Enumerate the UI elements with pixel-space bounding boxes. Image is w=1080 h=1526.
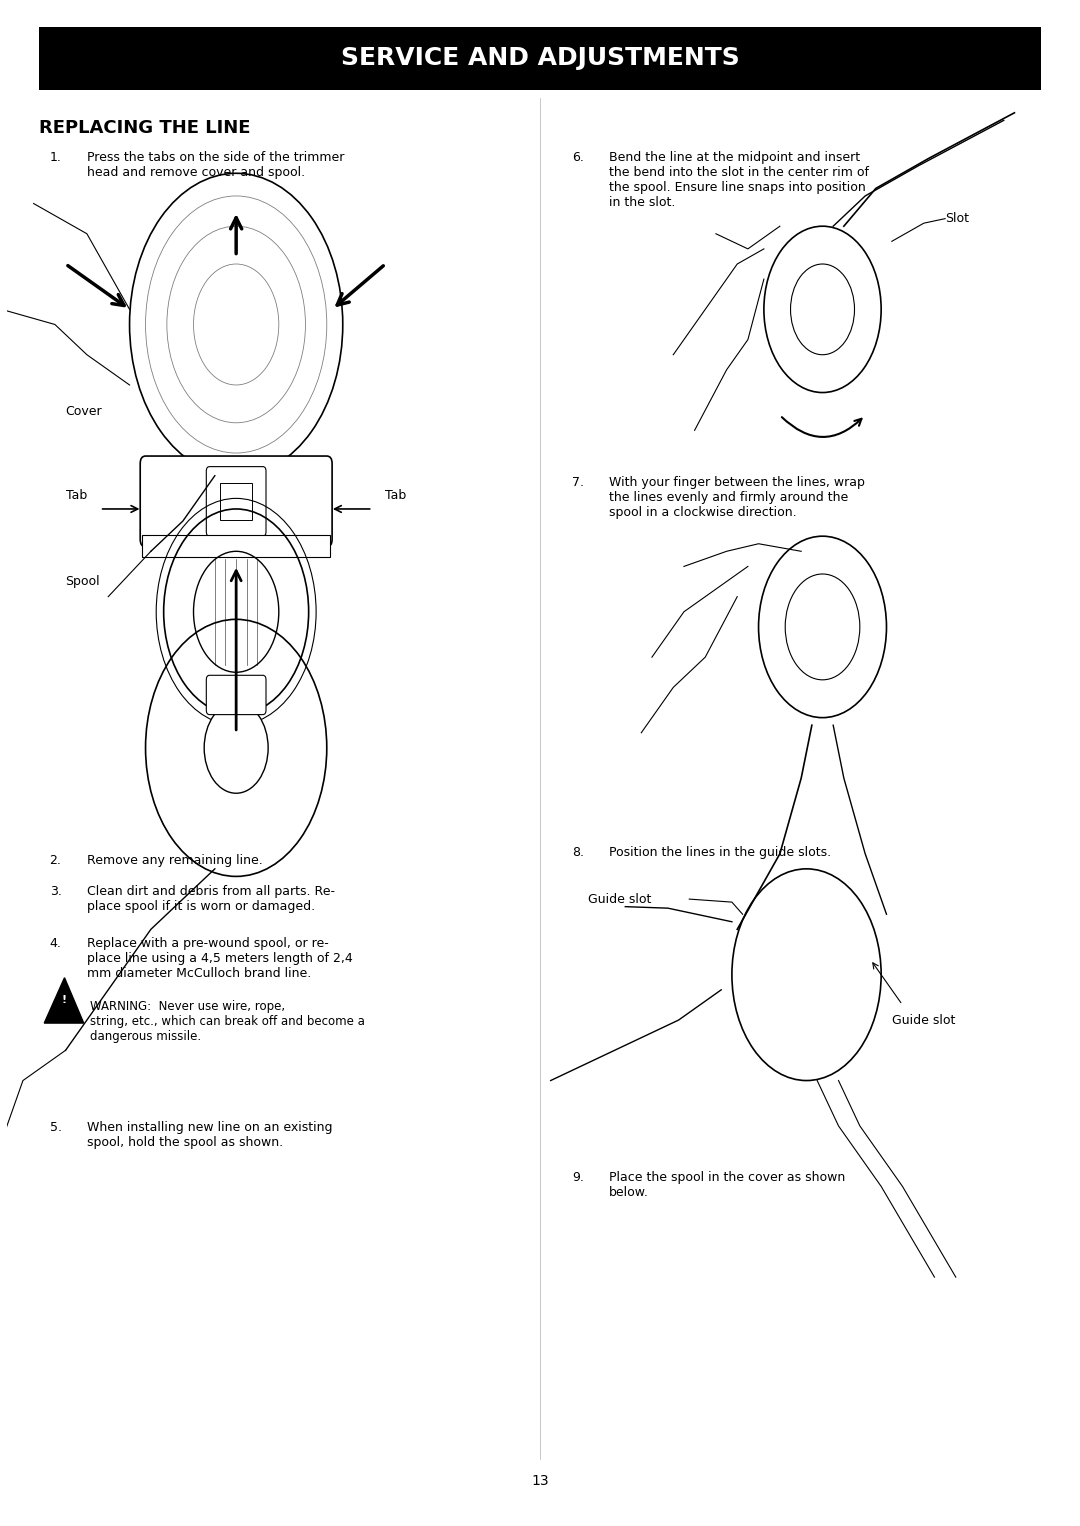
- Text: REPLACING THE LINE: REPLACING THE LINE: [39, 119, 251, 137]
- Text: 7.: 7.: [572, 476, 584, 488]
- Text: SERVICE AND ADJUSTMENTS: SERVICE AND ADJUSTMENTS: [340, 46, 740, 70]
- Text: !: !: [62, 995, 67, 1006]
- FancyBboxPatch shape: [140, 456, 333, 546]
- Text: 9.: 9.: [572, 1172, 584, 1184]
- Text: Place the spool in the cover as shown
below.: Place the spool in the cover as shown be…: [609, 1172, 846, 1199]
- Text: Cover: Cover: [66, 406, 103, 418]
- Text: When installing new line on an existing
spool, hold the spool as shown.: When installing new line on an existing …: [86, 1122, 333, 1149]
- Text: Tab: Tab: [386, 488, 407, 502]
- Text: Bend the line at the midpoint and insert
the bend into the slot in the center ri: Bend the line at the midpoint and insert…: [609, 151, 869, 209]
- FancyBboxPatch shape: [206, 676, 266, 714]
- Text: Spool: Spool: [66, 575, 100, 588]
- Text: 2.: 2.: [50, 853, 62, 867]
- Text: 4.: 4.: [50, 937, 62, 949]
- FancyBboxPatch shape: [220, 484, 252, 519]
- Text: Clean dirt and debris from all parts. Re-
place spool if it is worn or damaged.: Clean dirt and debris from all parts. Re…: [86, 885, 335, 914]
- Text: Remove any remaining line.: Remove any remaining line.: [86, 853, 262, 867]
- Text: 3.: 3.: [50, 885, 62, 899]
- Text: Tab: Tab: [66, 488, 86, 502]
- Text: 5.: 5.: [50, 1122, 62, 1134]
- Text: Position the lines in the guide slots.: Position the lines in the guide slots.: [609, 845, 832, 859]
- Text: Guide slot: Guide slot: [588, 893, 651, 905]
- FancyBboxPatch shape: [143, 534, 330, 557]
- Text: Replace with a pre-wound spool, or re-
place line using a 4,5 meters length of 2: Replace with a pre-wound spool, or re- p…: [86, 937, 353, 980]
- Text: 8.: 8.: [572, 845, 584, 859]
- Text: 1.: 1.: [50, 151, 62, 163]
- Text: Press the tabs on the side of the trimmer
head and remove cover and spool.: Press the tabs on the side of the trimme…: [86, 151, 345, 179]
- FancyBboxPatch shape: [39, 26, 1041, 90]
- Text: Guide slot: Guide slot: [892, 1013, 955, 1027]
- FancyBboxPatch shape: [206, 467, 266, 536]
- Polygon shape: [44, 978, 84, 1022]
- Text: WARNING:  Never use wire, rope,
string, etc., which can break off and become a
d: WARNING: Never use wire, rope, string, e…: [90, 1001, 365, 1044]
- Circle shape: [204, 702, 268, 794]
- Text: 13: 13: [531, 1474, 549, 1488]
- Text: With your finger between the lines, wrap
the lines evenly and firmly around the
: With your finger between the lines, wrap…: [609, 476, 865, 519]
- Text: 6.: 6.: [572, 151, 584, 163]
- Text: Slot: Slot: [945, 212, 969, 226]
